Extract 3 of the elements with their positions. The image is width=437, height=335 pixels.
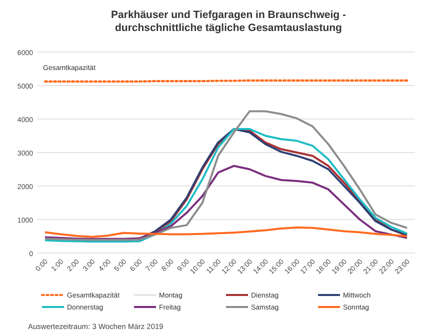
line-series [44, 226, 408, 238]
chart-title: Parkhäuser und Tiefgaragen in Braunschweig - durchschnittliche tägliche Gesamtauslastung [111, 9, 346, 34]
line-series [44, 164, 408, 240]
